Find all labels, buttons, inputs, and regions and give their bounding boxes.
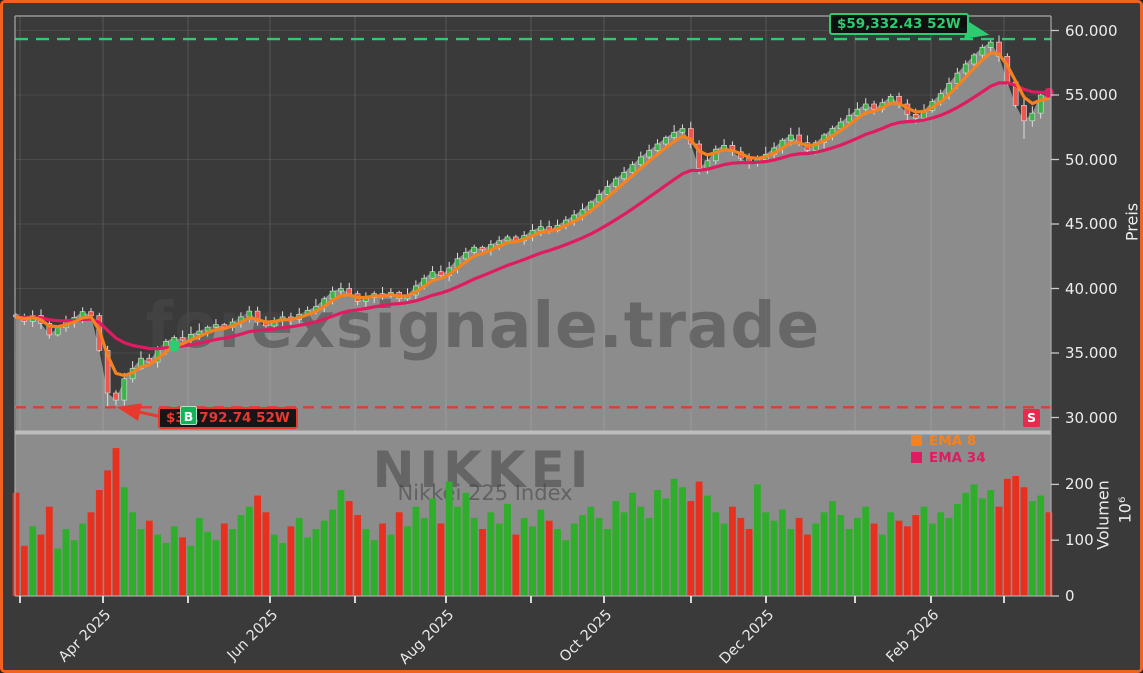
ema34-label: EMA 34 [929, 449, 986, 466]
ema34-swatch [911, 452, 922, 463]
watermark-site: forexsignale.trade [146, 289, 820, 362]
watermark-symbol: NIKKEI [373, 441, 594, 499]
volume-bars [12, 448, 1053, 597]
ema8-label: EMA 8 [929, 432, 977, 449]
axes-spines-ticks [14, 15, 1059, 603]
legend-item-ema8: EMA 8 [911, 432, 986, 449]
panel-separator [15, 430, 1051, 435]
legend-item-ema34: EMA 34 [911, 449, 986, 466]
ema8-swatch [911, 435, 922, 446]
nikkei-candlestick-chart: forexsignale.trade NIKKEI Nikkei 225 Ind… [12, 15, 1059, 603]
ema-lines [15, 51, 1050, 378]
52w-high-label: $59,332.43 52W [829, 13, 969, 35]
sell-signal-badge: S [1023, 409, 1040, 427]
watermark-symbol-sub: Nikkei 225 Index [397, 481, 572, 505]
52w-high-text: $59,332.43 52W [837, 16, 961, 32]
legend: EMA 8 EMA 34 [911, 432, 986, 466]
time-gridlines [19, 16, 1005, 431]
52w-low-label: $30,792.74 52W B [158, 406, 298, 429]
buy-signal-badge: B [180, 406, 197, 425]
